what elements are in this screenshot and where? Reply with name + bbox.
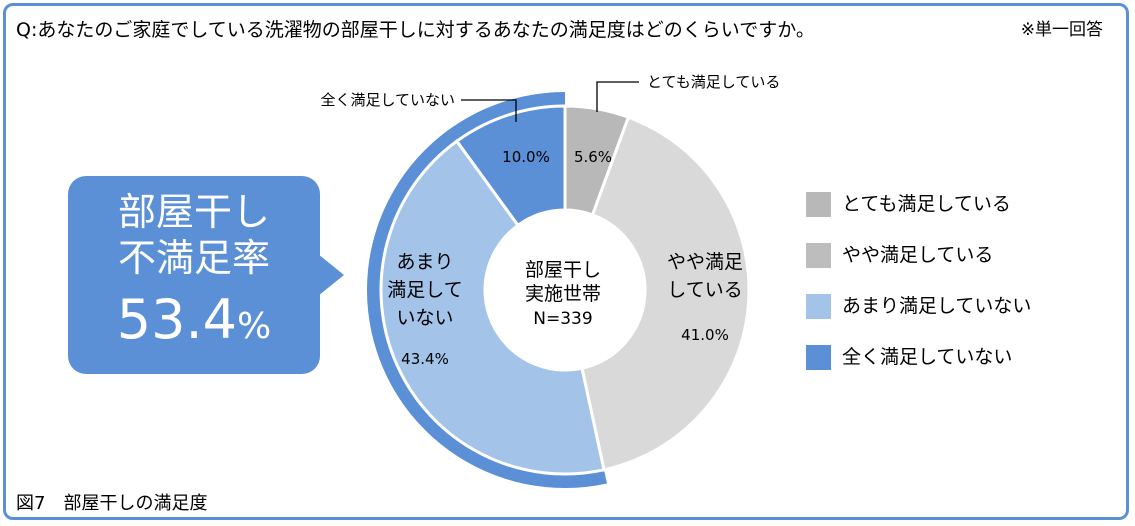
- callout-line2: 不満足率: [117, 236, 270, 280]
- percent-label-somewhat-satisfied: 41.0%: [681, 326, 729, 344]
- center-label-line2: 実施世帯: [525, 283, 601, 305]
- callout-value-unit: %: [237, 306, 272, 347]
- callout-value-number: 53.4: [116, 288, 237, 351]
- figure-frame: [3, 3, 1129, 520]
- leader-line-not-at-all-satisfied: [461, 99, 517, 122]
- legend-label: やや満足している: [842, 244, 994, 266]
- center-label-line1: 部屋干し: [525, 259, 601, 281]
- legend-swatch: [806, 192, 831, 217]
- legend-swatch: [806, 243, 831, 268]
- legend-label: とても満足している: [842, 193, 1011, 215]
- legend-label: 全く満足していない: [842, 346, 1013, 368]
- legend-swatch: [806, 345, 831, 370]
- leader-line-very-satisfied: [596, 81, 639, 112]
- legend-label: あまり満足していない: [842, 295, 1032, 317]
- figure-caption: 図7 部屋干しの満足度: [16, 493, 208, 514]
- center-label-n: N=339: [533, 309, 592, 329]
- single-answer-note: ※単一回答: [1020, 20, 1103, 40]
- slice-label-somewhat-satisfied-line2: している: [667, 279, 742, 301]
- percent-label-not-at-all-satisfied: 10.0%: [502, 148, 550, 166]
- slice-label-somewhat-satisfied-line1: やや満足: [667, 251, 743, 273]
- slice-label-not-very-satisfied-line3: いない: [396, 307, 453, 329]
- percent-label-very-satisfied: 5.6%: [574, 148, 612, 166]
- callout-line1: 部屋干し: [117, 190, 270, 234]
- donut-hole: [485, 210, 645, 370]
- slice-label-not-very-satisfied-line2: 満足して: [387, 279, 462, 301]
- dissatisfaction-callout: 部屋干し 不満足率 53.4%: [68, 176, 320, 374]
- callout-value: 53.4%: [68, 290, 320, 363]
- percent-label-not-very-satisfied: 43.4%: [401, 350, 449, 368]
- slice-label-not-very-satisfied-line1: あまり: [396, 251, 453, 273]
- leader-label-very-satisfied: とても満足している: [647, 73, 780, 91]
- question-text: Q:あなたのご家庭でしている洗濯物の部屋干しに対するあなたの満足度はどのくらいで…: [16, 19, 815, 41]
- leader-label-not-at-all-satisfied: 全く満足していない: [320, 91, 455, 109]
- callout-arrow: [318, 254, 344, 296]
- legend-swatch: [806, 294, 831, 319]
